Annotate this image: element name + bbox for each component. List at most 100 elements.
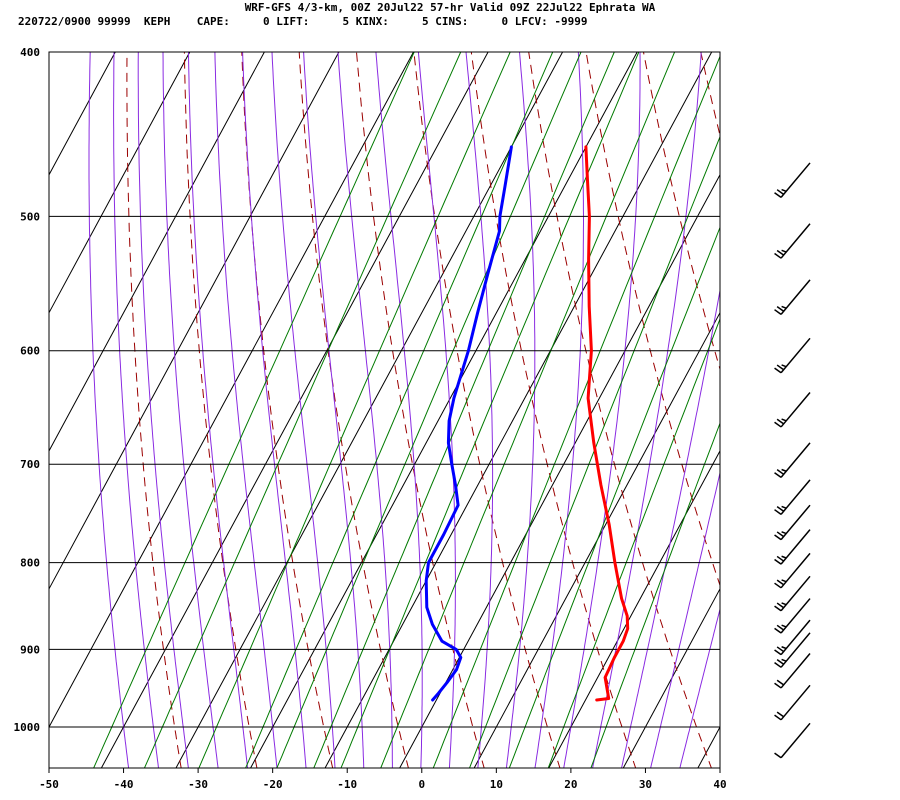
dewpoint-profile-line [424, 145, 513, 702]
wind-barb [774, 479, 811, 515]
wind-barb [774, 162, 811, 199]
moist-adiabat-line [214, 52, 278, 768]
background-lines [0, 14, 900, 784]
pressure-tick-label: 700 [20, 458, 40, 471]
mixing-ratio-line [508, 226, 720, 768]
wind-barb [774, 504, 811, 541]
wind-barb [774, 632, 811, 668]
pressure-tick-label: 500 [20, 210, 40, 223]
pressure-tick-label: 1000 [14, 721, 41, 734]
temperature-tick-label: -40 [114, 778, 134, 791]
isotherm-line [100, 52, 489, 768]
moist-adiabat-line [303, 52, 365, 768]
mixing-ratio-line [380, 52, 676, 768]
dry-adiabat-line [700, 52, 720, 138]
wind-barbs [774, 162, 811, 759]
moist-adiabat-line [534, 52, 584, 768]
temperature-tick-label: -20 [263, 778, 283, 791]
wind-barb [774, 223, 811, 259]
mixing-ratio-line [340, 52, 640, 768]
temperature-tick-label: -50 [39, 778, 59, 791]
wind-barb [774, 619, 811, 656]
temperature-tick-label: -10 [337, 778, 357, 791]
temperature-tick-label: 20 [564, 778, 577, 791]
moist-adiabat-line [337, 52, 393, 768]
wind-barb [774, 575, 811, 612]
mixing-ratio-line [432, 55, 720, 768]
isotherm-line [49, 52, 340, 590]
moist-adiabat-line [375, 52, 423, 768]
pressure-tick-label: 800 [20, 557, 40, 570]
moist-adiabat-line [271, 52, 336, 768]
wind-barb [774, 391, 811, 428]
isotherm-line [697, 725, 720, 768]
temperature-tick-label: 40 [713, 778, 726, 791]
isotherm-line [49, 52, 191, 314]
dry-adiabat-line [642, 52, 720, 371]
temperature-tick-label: 10 [490, 778, 503, 791]
moist-adiabat-line [563, 52, 641, 768]
dry-adiabat-line [585, 52, 720, 587]
isotherm-line [49, 52, 116, 176]
dry-adiabat-line [863, 14, 900, 784]
moist-adiabat-line [137, 52, 189, 768]
moist-adiabat-line [88, 52, 130, 768]
moist-adiabat-line [465, 52, 494, 768]
isotherm-line [0, 14, 61, 784]
pressure-tick-label: 400 [20, 46, 40, 59]
moist-adiabat-line [679, 607, 720, 768]
wind-barb [774, 684, 811, 721]
moist-adiabat-line [621, 288, 720, 768]
wind-barb [774, 652, 811, 689]
temperature-tick-label: 0 [418, 778, 425, 791]
moist-adiabat-line [113, 52, 160, 768]
dry-adiabat-line [528, 52, 712, 768]
dry-adiabat-line [126, 52, 182, 768]
mixing-ratio-line [590, 421, 720, 768]
mixing-ratio-line [198, 52, 511, 768]
moist-adiabat-line [162, 52, 219, 768]
plot-frame [48, 51, 721, 769]
pressure-tick-label: 900 [20, 643, 40, 656]
isotherm-line [548, 449, 720, 768]
temperature-tick-label: 30 [639, 778, 652, 791]
profiles [424, 145, 630, 702]
moist-adiabat-line [187, 52, 249, 768]
station-info: 220722/0900 99999 KEPH CAPE: 0 LIFT: 5 K… [18, 15, 588, 28]
mixing-ratio-line [276, 52, 582, 768]
axis-labels: 400 500 600 700 800 900 1000 -50 -40 -30 -20 -10 0 10… [14, 46, 727, 791]
wind-barb [774, 552, 811, 589]
isotherm-line [49, 52, 415, 729]
dry-adiabat-line [806, 14, 900, 784]
wind-barb [774, 529, 811, 565]
isotherm-line [49, 52, 265, 452]
dry-adiabat-line [470, 52, 637, 768]
wind-barb [774, 337, 811, 374]
wind-barb [774, 442, 811, 478]
wind-barb [774, 279, 811, 315]
moist-adiabat-line [242, 52, 307, 768]
mixing-ratio-line [93, 52, 415, 768]
isotherm-line [324, 52, 713, 768]
moist-adiabat-line [417, 52, 456, 768]
mixing-ratio-line [468, 135, 720, 768]
pressure-tick-label: 600 [20, 345, 40, 358]
wind-barb [774, 598, 811, 634]
mixing-ratio-line [313, 52, 615, 768]
dry-adiabat-line [749, 14, 900, 784]
temperature-tick-label: -30 [188, 778, 208, 791]
chart-title: WRF-GFS 4/3-km, 00Z 20Jul22 57-hr Valid … [244, 1, 656, 14]
mixing-ratio-line [547, 317, 720, 768]
isotherm-line [250, 52, 638, 768]
isotherm-line [473, 311, 720, 768]
isotherm-line [622, 587, 720, 768]
dry-adiabat-line [241, 52, 334, 768]
isotherm-line [175, 52, 564, 768]
wind-barb [774, 722, 811, 759]
mixing-ratio-line [245, 52, 554, 768]
mixing-ratio-line [143, 52, 462, 768]
dry-adiabat-line [183, 52, 258, 768]
dry-adiabat-line [413, 52, 561, 768]
moist-adiabat-line [650, 470, 720, 768]
